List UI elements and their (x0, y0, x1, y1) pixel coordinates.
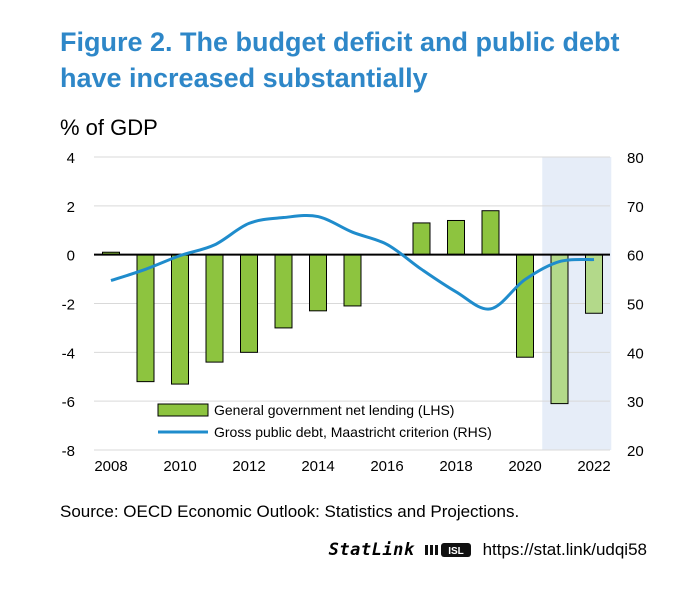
y-unit-label: % of GDP (60, 115, 158, 140)
bar-net-lending-2010 (171, 254, 189, 385)
bar-net-lending-2011 (205, 254, 224, 363)
left-tick-label: -8 (62, 443, 75, 460)
bar-net-lending-2019 (481, 210, 500, 256)
bar-net-lending-2018 (447, 219, 465, 256)
statlink-url-link[interactable]: https://stat.link/udqi58 (482, 540, 647, 559)
bar-net-lending-2013 (274, 254, 293, 329)
x-tick-label: 2014 (301, 458, 334, 475)
x-tick-label: 2012 (232, 458, 265, 475)
right-tick-label: 20 (627, 443, 644, 460)
line-gross-public-debt (110, 214, 595, 311)
title-line-2: have increased substantially (60, 63, 428, 93)
right-tick-label: 30 (627, 394, 644, 411)
statlink-logo-text: ISL (448, 546, 464, 557)
bar-net-lending-2015 (343, 254, 362, 307)
legend-label-net-lending: General government net lending (LHS) (214, 402, 454, 418)
left-tick-label: 2 (67, 199, 75, 216)
bar-net-lending-2017 (412, 222, 431, 256)
x-tick-label: 2022 (577, 458, 610, 475)
statlink-logo-icon: ISL (424, 543, 471, 557)
left-tick-label: 4 (67, 150, 75, 167)
bar-net-lending-2009 (136, 254, 155, 383)
statlink-brand: StatLink (328, 540, 415, 560)
legend-swatch-bar (157, 403, 209, 417)
x-tick-label: 2016 (370, 458, 403, 475)
right-tick-label: 60 (627, 248, 644, 265)
right-tick-label: 80 (627, 150, 644, 167)
x-tick-label: 2018 (439, 458, 472, 475)
left-tick-label: 0 (67, 248, 75, 265)
title-line-1: Figure 2. The budget deficit and public … (60, 27, 620, 57)
statlink-row: StatLink ISL https://stat.link/udqi58 (329, 540, 647, 560)
left-tick-label: -4 (62, 345, 75, 362)
bar-net-lending-2012 (240, 254, 258, 353)
left-tick-label: -2 (62, 297, 75, 314)
bar-net-lending-2021 (550, 254, 569, 405)
bar-net-lending-2020 (516, 254, 534, 358)
right-tick-label: 40 (627, 345, 644, 362)
right-tick-label: 70 (627, 199, 644, 216)
left-tick-label: -6 (62, 394, 75, 411)
figure-title: Figure 2. The budget deficit and public … (60, 24, 660, 96)
x-tick-label: 2010 (163, 458, 196, 475)
source-note: Source: OECD Economic Outlook: Statistic… (60, 502, 520, 521)
x-tick-label: 2020 (508, 458, 541, 475)
bar-net-lending-2022 (585, 254, 603, 314)
bar-net-lending-2014 (309, 254, 327, 312)
legend-label-public-debt: Gross public debt, Maastricht criterion … (214, 424, 492, 440)
x-tick-label: 2008 (94, 458, 127, 475)
right-tick-label: 50 (627, 297, 644, 314)
